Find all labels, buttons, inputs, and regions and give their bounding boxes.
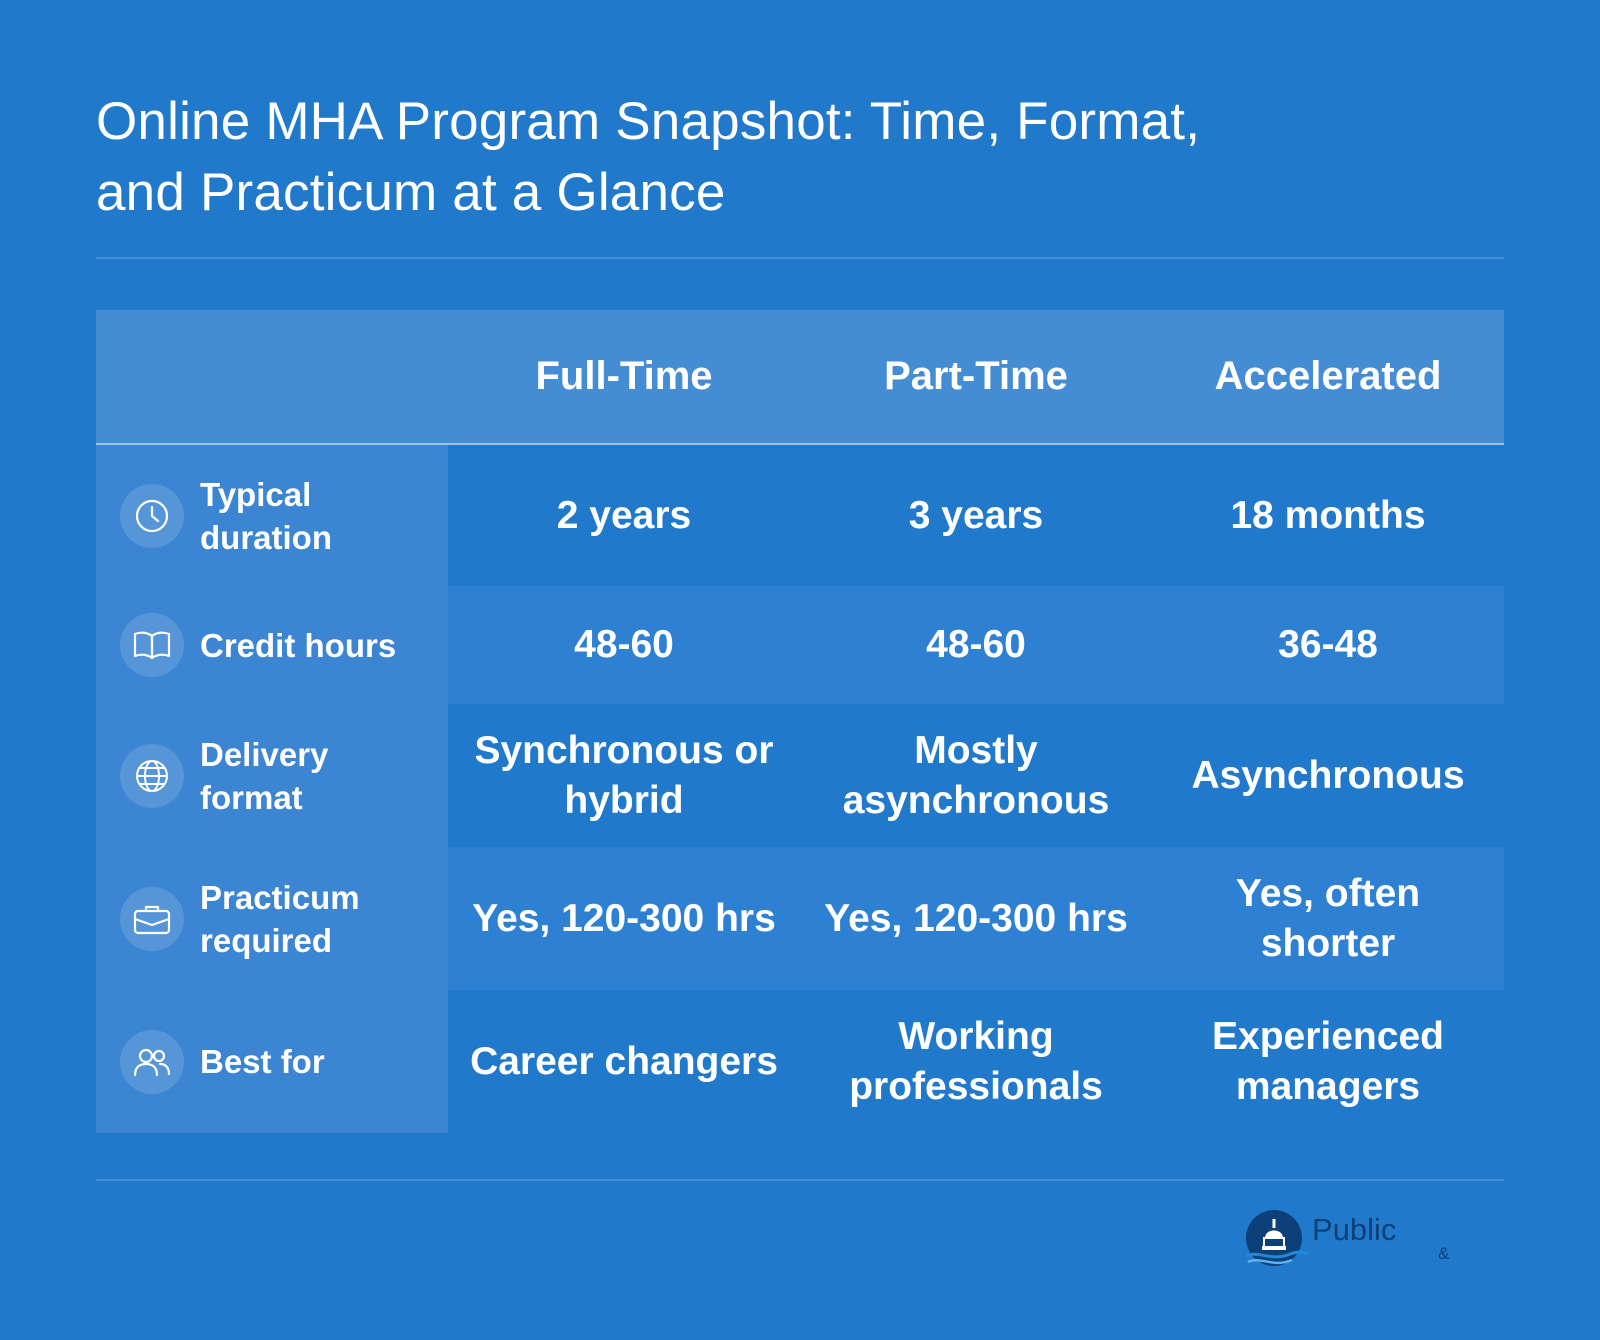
title-line-1: Online MHA Program Snapshot: Time, Forma… [96,92,1201,151]
cell-accelerated: Experienced managers [1152,990,1504,1133]
cell-full-time: 2 years [448,445,800,586]
cell-full-time: Career changers [448,990,800,1133]
row-label-cell: Credit hours [96,586,448,704]
row-label-cell: Typical duration [96,445,448,586]
clock-icon [120,483,184,548]
comparison-table: Full-Time Part-Time Accelerated Typical … [96,310,1504,1133]
cell-accelerated: 18 months [1152,445,1504,586]
cell-full-time: Synchronous or hybrid [448,704,800,847]
cell-accelerated: 36-48 [1152,586,1504,704]
capitol-dome-icon [1245,1210,1309,1266]
table-row-typical-duration: Typical duration 2 years 3 years 18 mont… [96,445,1504,586]
cell-accelerated: Yes, often shorter [1152,847,1504,990]
cell-part-time: 3 years [800,445,1152,586]
cell-part-time: Mostly asynchronous [800,704,1152,847]
bottom-divider [96,1179,1504,1181]
column-header-accelerated: Accelerated [1214,354,1442,398]
people-icon [120,1029,184,1094]
logo-wordmark: Public [1312,1212,1397,1247]
title-line-2: and Practicum at a Glance [96,163,726,222]
row-label: Practicum required [200,878,360,959]
row-label-cell: Delivery format [96,704,448,847]
briefcase-icon [120,886,184,951]
cell-part-time: Yes, 120-300 hrs [800,847,1152,990]
table-row-delivery-format: Delivery format Synchronous or hybrid Mo… [96,704,1504,847]
cell-accelerated: Asynchronous [1152,704,1504,847]
row-label: Best for [200,1043,325,1080]
table-header-row: Full-Time Part-Time Accelerated [96,310,1504,445]
cell-full-time: Yes, 120-300 hrs [448,847,800,990]
page-title: Online MHA Program Snapshot: Time, Forma… [96,86,1396,228]
table-row-practicum-required: Practicum required Yes, 120-300 hrs Yes,… [96,847,1504,990]
row-label: Typical duration [200,475,332,556]
row-label: Credit hours [200,626,397,664]
globe-icon [120,743,184,808]
cell-part-time: Working professionals [800,990,1152,1133]
table-row-credit-hours: Credit hours 48-60 48-60 36-48 [96,586,1504,704]
book-icon [120,613,184,677]
row-label: Delivery format [200,735,329,816]
cell-full-time: 48-60 [448,586,800,704]
column-header-part-time: Part-Time [884,354,1068,398]
cell-part-time: 48-60 [800,586,1152,704]
row-label-cell: Practicum required [96,847,448,990]
top-divider [96,257,1504,259]
brand-logo: Public & [1244,1208,1504,1272]
logo-ampersand: & [1438,1244,1450,1263]
header-empty-cell [96,310,448,443]
table-row-best-for: Best for Career changers Working profess… [96,990,1504,1133]
row-label-cell: Best for [96,990,448,1133]
column-header-full-time: Full-Time [535,354,713,398]
